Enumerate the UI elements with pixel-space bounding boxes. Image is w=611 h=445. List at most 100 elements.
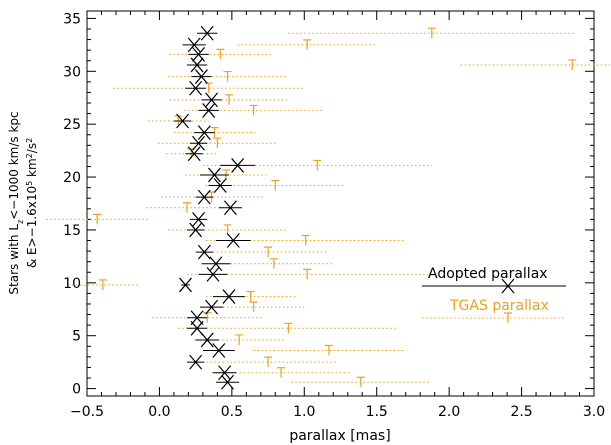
point	[303, 39, 312, 50]
marker-shape	[187, 37, 201, 53]
x-tick-label: 1.5	[366, 404, 388, 420]
y-axis-label-part: 2	[25, 153, 34, 158]
point	[197, 125, 211, 141]
marker-shape	[190, 310, 204, 326]
marker-shape	[205, 92, 219, 108]
point	[205, 92, 219, 108]
marker-shape	[269, 258, 278, 269]
marker-shape	[190, 57, 204, 73]
marker-shape	[208, 167, 221, 183]
point	[190, 57, 204, 73]
point	[182, 202, 191, 213]
y-tick-label: 5	[72, 329, 81, 345]
legend-label: Adopted parallax	[428, 266, 548, 282]
legend-marker	[501, 278, 515, 294]
marker-shape	[223, 200, 237, 216]
point	[189, 222, 203, 238]
marker-shape	[324, 344, 333, 356]
marker-shape	[202, 103, 216, 118]
point	[231, 158, 245, 173]
point	[179, 277, 192, 293]
point	[204, 82, 213, 94]
marker-shape	[187, 146, 201, 162]
point	[189, 354, 203, 370]
plot-frame	[86, 10, 595, 397]
point	[271, 179, 280, 191]
y-tick-label: 25	[63, 117, 81, 133]
marker-shape	[222, 289, 236, 304]
point	[192, 211, 205, 227]
y-axis-label: & E>−1.6x105 km2/s2	[25, 138, 40, 268]
y-axis-label-part: km	[25, 158, 39, 180]
y-axis-label-part: z	[16, 220, 25, 224]
x-tick-label: 2.5	[510, 404, 532, 420]
point	[202, 103, 216, 118]
marker-shape	[192, 211, 205, 227]
x-tick-label: 3.0	[583, 404, 605, 420]
marker-shape	[223, 224, 232, 235]
marker-shape	[427, 27, 436, 39]
marker-shape	[179, 277, 192, 293]
marker-shape	[264, 246, 273, 258]
marker-shape	[197, 244, 211, 260]
marker-shape	[213, 137, 222, 149]
point	[224, 94, 233, 105]
point	[284, 322, 293, 334]
point	[277, 367, 286, 378]
marker-shape	[223, 70, 232, 82]
marker-shape	[212, 343, 226, 358]
y-tick-label: 30	[63, 64, 81, 80]
marker-shape	[189, 80, 203, 96]
marker-shape	[235, 334, 244, 345]
point	[301, 234, 310, 246]
marker-shape	[189, 354, 203, 370]
marker-shape	[176, 113, 190, 129]
y-axis-label-part: 5	[25, 181, 34, 186]
marker-shape	[200, 25, 214, 41]
x-axis-label: parallax [mas]	[289, 428, 390, 444]
marker-shape	[301, 234, 310, 246]
point	[221, 374, 234, 390]
point	[249, 104, 258, 116]
y-axis-label: Stars with Lz<−1000 km/s kpc	[7, 111, 25, 294]
legend-label: TGAS parallax	[449, 298, 549, 314]
point	[226, 233, 240, 248]
marker-shape	[246, 290, 255, 302]
marker-shape	[98, 279, 107, 290]
marker-shape	[190, 320, 204, 336]
point	[303, 268, 312, 280]
marker-shape	[284, 322, 293, 334]
x-tick-label: 1.0	[293, 404, 315, 420]
marker-shape	[197, 125, 211, 141]
point	[190, 310, 204, 326]
y-tick-label: 0	[72, 382, 81, 398]
point	[427, 27, 436, 39]
marker-shape	[218, 365, 232, 381]
y-axis-label-part: <−1000 km/s kpc	[7, 111, 21, 219]
marker-shape	[209, 256, 223, 272]
marker-shape	[226, 233, 240, 248]
point	[187, 146, 201, 162]
point	[223, 70, 232, 82]
point	[190, 320, 204, 336]
point	[249, 301, 258, 313]
y-axis-label-part: 2	[25, 138, 34, 143]
point	[356, 376, 365, 388]
point	[313, 159, 322, 171]
marker-shape	[182, 202, 191, 213]
marker-shape	[568, 59, 577, 70]
marker-shape	[194, 69, 208, 84]
point	[216, 48, 225, 60]
point	[200, 25, 214, 41]
marker-shape	[221, 374, 234, 390]
point	[206, 266, 220, 282]
point	[176, 113, 190, 129]
point	[93, 213, 102, 225]
point	[209, 256, 223, 272]
marker-shape	[303, 268, 312, 280]
marker-shape	[249, 301, 258, 313]
point	[324, 344, 333, 356]
point	[223, 224, 232, 235]
marker-shape	[205, 299, 219, 315]
